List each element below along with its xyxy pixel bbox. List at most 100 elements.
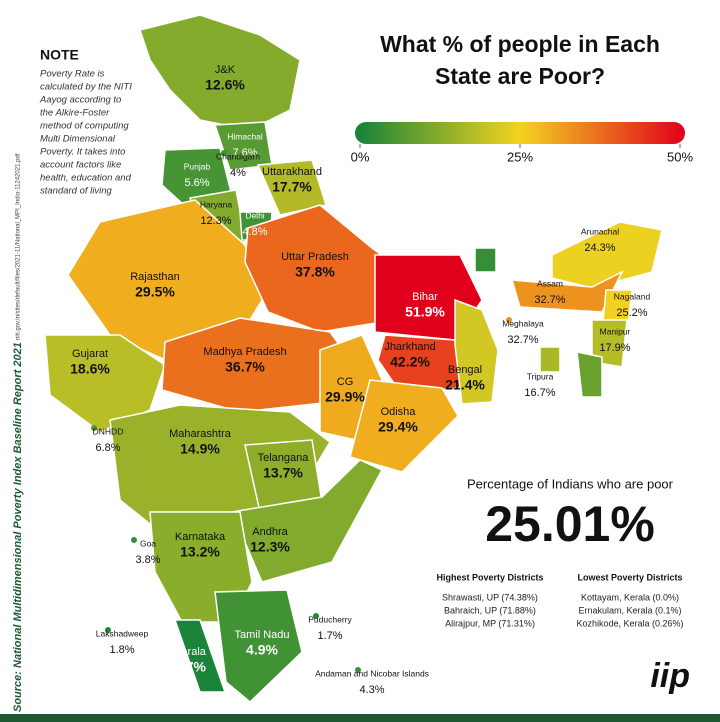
state-name: DNHDD bbox=[93, 426, 124, 436]
state-value: 18.6% bbox=[70, 361, 110, 377]
district-item: Kottayam, Kerala (0.0%) bbox=[581, 592, 679, 602]
state-name: Bihar bbox=[412, 291, 438, 303]
state-marker bbox=[313, 613, 319, 619]
state-value: 3.8% bbox=[135, 554, 160, 566]
state-value: 12.3% bbox=[200, 215, 231, 227]
state-name: Delhi bbox=[245, 210, 264, 220]
district-item: Bahraich, UP (71.88%) bbox=[444, 605, 536, 615]
state-value: 29.4% bbox=[378, 419, 418, 435]
note-line: Poverty Rate is bbox=[40, 69, 105, 80]
district-item: Ernakulam, Kerala (0.1%) bbox=[578, 605, 681, 615]
footer-band bbox=[0, 714, 720, 722]
state-value: 4.8% bbox=[242, 226, 267, 238]
state-name: Uttarakhand bbox=[262, 166, 322, 178]
state-name: J&K bbox=[215, 64, 236, 76]
state-value: 6.8% bbox=[95, 442, 120, 454]
district-item: Alirajpur, MP (71.31%) bbox=[445, 618, 535, 628]
state-value: 21.4% bbox=[445, 377, 485, 393]
state-value: 1.8% bbox=[109, 644, 134, 656]
state-marker bbox=[131, 537, 137, 543]
state-value: 9.8% bbox=[572, 412, 597, 424]
state-region bbox=[256, 159, 327, 216]
state-name: Andaman and Nicobar Islands bbox=[315, 668, 429, 678]
state-name: Madhya Pradesh bbox=[203, 346, 286, 358]
state-value: 14.9% bbox=[180, 441, 220, 457]
state-name: Arunachal bbox=[581, 226, 619, 236]
state-value: 17.7% bbox=[272, 179, 312, 195]
state-region bbox=[591, 319, 628, 368]
state-name: Chandigarh bbox=[216, 151, 260, 161]
state-name: Meghalaya bbox=[502, 318, 544, 328]
state-region bbox=[230, 459, 384, 583]
title-line: What % of people in Each bbox=[380, 31, 660, 57]
state-value: 4.9% bbox=[246, 642, 278, 658]
state-name: CG bbox=[337, 376, 354, 388]
state-region bbox=[474, 247, 497, 273]
state-value: 29.5% bbox=[135, 284, 175, 300]
title-line: State are Poor? bbox=[435, 63, 605, 89]
state-name: Puducherry bbox=[308, 614, 352, 624]
state-value: 13.2% bbox=[180, 544, 220, 560]
legend-tick-label: 25% bbox=[507, 149, 533, 164]
state-name: Punjab bbox=[184, 161, 211, 171]
state-name: Nagaland bbox=[614, 291, 651, 301]
legend-colorbar bbox=[355, 122, 685, 144]
state-name: Andhra bbox=[252, 526, 288, 538]
state-name: Karnataka bbox=[175, 531, 226, 543]
districts-heading: Highest Poverty Districts bbox=[436, 572, 543, 582]
district-item: Shrawasti, UP (74.38%) bbox=[442, 592, 538, 602]
legend-tick-label: 0% bbox=[351, 149, 370, 164]
state-region bbox=[576, 351, 603, 398]
state-marker bbox=[91, 425, 97, 431]
note-line: health, education and bbox=[40, 173, 132, 184]
state-name: Goa bbox=[140, 538, 156, 548]
note-line: standard of living bbox=[40, 186, 113, 197]
state-name: Tripura bbox=[527, 371, 554, 381]
districts-heading: Lowest Poverty Districts bbox=[577, 572, 682, 582]
note-line: Multi Dimensional bbox=[40, 134, 116, 145]
state-value: 1.7% bbox=[317, 630, 342, 642]
state-marker bbox=[221, 150, 227, 156]
state-value: 42.2% bbox=[390, 354, 430, 370]
state-marker bbox=[506, 317, 512, 323]
state-name: Tamil Nadu bbox=[234, 629, 289, 641]
state-value: 32.7% bbox=[534, 294, 565, 306]
state-name: Himachal bbox=[227, 131, 263, 141]
state-value: 32.7% bbox=[507, 334, 538, 346]
state-value: 12.3% bbox=[250, 539, 290, 555]
state-value: 4.3% bbox=[359, 684, 384, 696]
state-name: Lakshadweep bbox=[96, 628, 149, 638]
state-name: Haryana bbox=[200, 199, 232, 209]
state-value: 5.6% bbox=[184, 177, 209, 189]
state-region bbox=[173, 619, 227, 693]
state-region bbox=[551, 221, 663, 289]
note-line: Aayog according to bbox=[39, 95, 121, 106]
note-line: calculated by the NITI bbox=[40, 82, 132, 93]
summary-caption: Percentage of Indians who are poor bbox=[467, 476, 674, 491]
state-value: 7.6% bbox=[232, 147, 257, 159]
source-url: niti.gov.in/sites/default/files/2021-11/… bbox=[16, 153, 22, 340]
state-value: 4% bbox=[230, 167, 246, 179]
state-region bbox=[454, 298, 499, 405]
state-value: 13.7% bbox=[263, 465, 303, 481]
state-name: Mizoram bbox=[569, 396, 602, 406]
state-name: Manipur bbox=[600, 326, 631, 336]
state-name: Telangana bbox=[258, 452, 310, 464]
state-name: Sikkim bbox=[470, 214, 495, 224]
map bbox=[44, 14, 663, 704]
state-value: 37.8% bbox=[295, 264, 335, 280]
source: Source: National Multidimensional Povert… bbox=[12, 342, 24, 712]
note-line: account factors like bbox=[40, 160, 121, 171]
state-value: 36.7% bbox=[225, 359, 265, 375]
state-value: 51.9% bbox=[405, 304, 445, 320]
note-line: the Alkire-Foster bbox=[40, 108, 110, 119]
note-heading: NOTE bbox=[40, 47, 79, 63]
note-line: Poverty. It takes into bbox=[40, 147, 125, 158]
state-value: 12.6% bbox=[205, 77, 245, 93]
legend-tick-label: 50% bbox=[667, 149, 693, 164]
state-marker bbox=[105, 627, 111, 633]
state-value: 24.3% bbox=[584, 242, 615, 254]
state-region bbox=[44, 334, 166, 433]
state-name: Gujarat bbox=[72, 348, 108, 360]
